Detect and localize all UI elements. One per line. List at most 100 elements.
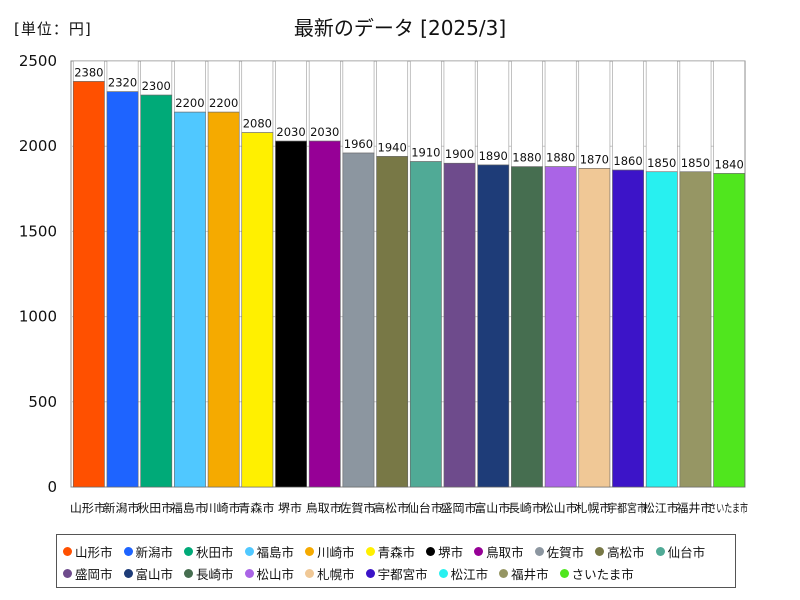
- legend-label: 佐賀市: [546, 544, 585, 560]
- legend-item: 秋田市: [184, 540, 234, 562]
- bar-remainder: [376, 60, 409, 157]
- legend-marker-icon: [63, 568, 72, 578]
- legend-label: 山形市: [75, 544, 113, 560]
- bar-remainder: [679, 60, 712, 173]
- legend-label: 松江市: [450, 566, 489, 582]
- bar: [140, 94, 173, 488]
- legend-marker-icon: [365, 568, 375, 578]
- legend-label: 富山市: [135, 566, 174, 582]
- y-tick-label: 500: [28, 393, 57, 411]
- legend-marker-icon: [305, 568, 315, 578]
- legend-label: さいたま市: [571, 566, 634, 582]
- legend-item: 川崎市: [305, 540, 355, 562]
- bar-value-label: 2030: [310, 125, 339, 139]
- bar: [645, 171, 678, 488]
- legend-item: 青森市: [365, 540, 415, 562]
- legend-marker-icon: [244, 568, 254, 578]
- legend-label: 鳥取市: [486, 544, 524, 560]
- bar: [443, 162, 476, 488]
- bar: [612, 169, 644, 488]
- bar-value-label: 2200: [175, 96, 204, 110]
- x-tick-label: 札幌市: [575, 501, 611, 515]
- bar-remainder: [241, 60, 274, 133]
- x-tick-label: 福島市: [171, 501, 207, 515]
- legend-item: 松山市: [244, 562, 294, 584]
- bar-remainder: [544, 60, 577, 167]
- legend-item: 堺市: [426, 540, 463, 562]
- bar-value-label: 2200: [209, 96, 238, 110]
- legend-label: 仙台市: [667, 544, 706, 560]
- legend-item: 福井市: [499, 562, 549, 584]
- bar-value-label: 2300: [142, 79, 171, 93]
- x-tick-label: 青森市: [238, 501, 274, 515]
- bar: [713, 173, 746, 488]
- bar-value-label: 1840: [715, 157, 744, 171]
- x-tick-label: 福井市: [676, 501, 712, 515]
- legend-marker-icon: [365, 546, 375, 556]
- bar-value-label: 2380: [74, 65, 103, 79]
- x-tick-label: 新潟市: [104, 501, 140, 515]
- bar-remainder: [612, 60, 644, 171]
- x-tick-label: 高松市: [373, 501, 409, 515]
- unit-label: [単位：円]: [14, 20, 92, 38]
- x-tick-label: 堺市: [278, 501, 302, 515]
- chart-legend: 山形市 新潟市 秋田市 福島市 川崎市 青森市 堺市 鳥取市 佐賀市 高松市 仙台市盛岡市 富山市 長崎…: [56, 534, 736, 588]
- bar: [477, 164, 510, 488]
- legend-item: 宇都宮市: [365, 562, 428, 584]
- bar-value-label: 1910: [411, 146, 440, 160]
- legend-label: 盛岡市: [75, 566, 113, 582]
- legend-label: 札幌市: [317, 566, 355, 582]
- x-tick-label: 山形市: [70, 501, 106, 515]
- bar-value-label: 1850: [647, 156, 676, 170]
- legend-label: 堺市: [438, 544, 464, 560]
- legend-item: 富山市: [123, 562, 174, 584]
- legend-item: 仙台市: [655, 540, 706, 562]
- legend-marker-icon: [305, 546, 315, 556]
- bar-remainder: [477, 60, 510, 166]
- legend-marker-icon: [426, 546, 436, 556]
- bar-remainder: [511, 60, 543, 167]
- legend-marker-icon: [63, 546, 72, 556]
- bar: [578, 168, 611, 488]
- bar-remainder: [443, 60, 476, 164]
- x-tick-label: 富山市: [474, 501, 510, 515]
- legend-marker-icon: [559, 568, 569, 578]
- bar: [106, 91, 139, 488]
- y-tick-label: 2500: [19, 52, 57, 70]
- legend-item: 高松市: [595, 540, 645, 562]
- legend-marker-icon: [534, 546, 544, 556]
- legend-item: 佐賀市: [534, 540, 585, 562]
- bar-value-label: 1850: [681, 156, 710, 170]
- bar-value-label: 1890: [479, 149, 508, 163]
- x-tick-label: 盛岡市: [441, 501, 477, 515]
- x-tick-label: 鳥取市: [306, 501, 342, 515]
- legend-label: 新潟市: [135, 544, 174, 560]
- bar: [544, 166, 577, 488]
- bar-remainder: [308, 60, 341, 142]
- bar: [174, 111, 206, 488]
- y-tick-label: 0: [47, 478, 57, 496]
- bar-remainder: [275, 60, 307, 142]
- legend-label: 福島市: [256, 544, 295, 560]
- legend-marker-icon: [184, 546, 194, 556]
- bar-value-label: 1940: [378, 140, 407, 154]
- legend-label: 長崎市: [196, 566, 234, 582]
- legend-item: 福島市: [244, 540, 295, 562]
- x-tick-label: さいたま市: [708, 501, 748, 515]
- x-tick-label: 宇都宮市: [607, 501, 647, 515]
- bar-value-label: 2320: [108, 76, 137, 90]
- bar-value-label: 1880: [512, 151, 541, 165]
- bar: [275, 140, 307, 488]
- legend-marker-icon: [474, 546, 484, 556]
- legend-label: 高松市: [607, 544, 645, 560]
- bar-value-label: 1900: [445, 147, 474, 161]
- bar: [511, 166, 543, 488]
- legend-item: 盛岡市: [63, 562, 113, 584]
- legend-marker-icon: [184, 568, 194, 578]
- legend-item: 松江市: [438, 562, 489, 584]
- bar-value-label: 1960: [344, 137, 373, 151]
- legend-marker-icon: [123, 568, 133, 578]
- legend-item: 鳥取市: [474, 540, 524, 562]
- legend-label: 福井市: [511, 566, 549, 582]
